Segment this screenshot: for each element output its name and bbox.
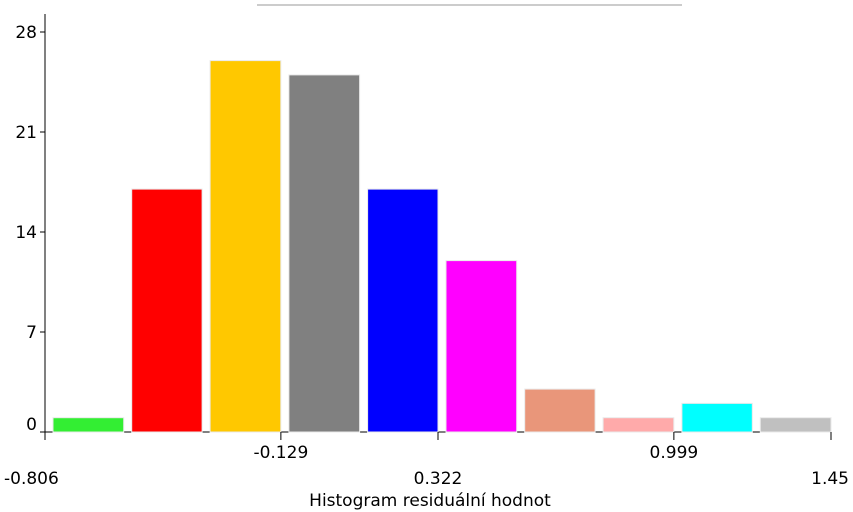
x-tick-label: -0.806 [4,469,59,489]
x-tick-label: 0.322 [414,469,463,489]
x-tick-label: 1.45 [811,469,849,489]
y-tick-label: 0 [26,415,37,435]
histogram-bar [367,188,439,433]
histogram-bars [52,60,832,433]
y-tick-label: 21 [15,123,37,143]
y-tick-label: 28 [15,23,37,43]
histogram-bar [602,417,675,433]
histogram-bar [131,188,203,433]
histogram-bar [288,74,361,433]
y-tick-label: 14 [15,223,37,243]
y-tick-label: 7 [26,323,37,343]
histogram-bar [445,260,518,433]
histogram-bar [759,417,832,433]
histogram-bar [524,388,596,433]
x-axis-ticks: -0.129 0.999 -0.806 0.322 1.45 [4,432,849,489]
y-axis-ticks: 0 7 14 21 28 [15,23,45,435]
histogram-bar [52,417,125,433]
x-axis-label: Histogram residuální hodnot [309,491,551,511]
histogram-bar [209,60,282,433]
x-tick-label: 0.999 [650,443,699,463]
x-tick-label: -0.129 [253,443,308,463]
histogram-bar [681,402,753,433]
